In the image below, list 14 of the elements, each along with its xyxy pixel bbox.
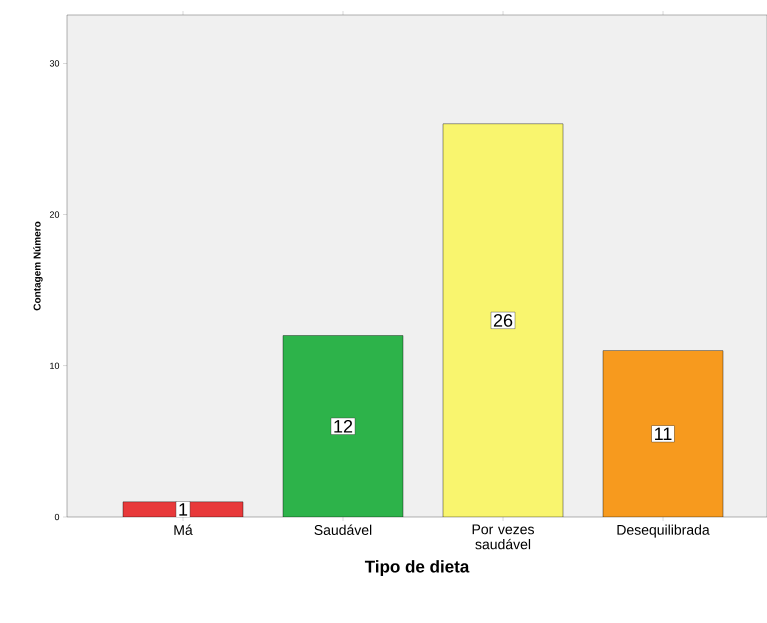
data-label: 26 <box>494 314 512 327</box>
y-tick-label: 0 <box>54 514 60 520</box>
y-tick-label: 10 <box>50 362 60 369</box>
data-label: 1 <box>179 503 188 516</box>
x-axis-title: Tipo de dieta <box>364 560 470 576</box>
data-label: 11 <box>655 428 672 440</box>
x-tick-label: Por vezes saudável <box>472 524 534 550</box>
x-tick-label: Desequilibrada <box>617 524 710 538</box>
x-tick-label: Má <box>174 524 193 535</box>
y-tick-label: 30 <box>50 60 60 67</box>
x-tick-label: Saudável <box>314 524 372 535</box>
data-label: 12 <box>334 420 352 433</box>
y-tick-label: 20 <box>50 211 60 218</box>
y-axis-title: Contagem Número <box>33 222 43 310</box>
